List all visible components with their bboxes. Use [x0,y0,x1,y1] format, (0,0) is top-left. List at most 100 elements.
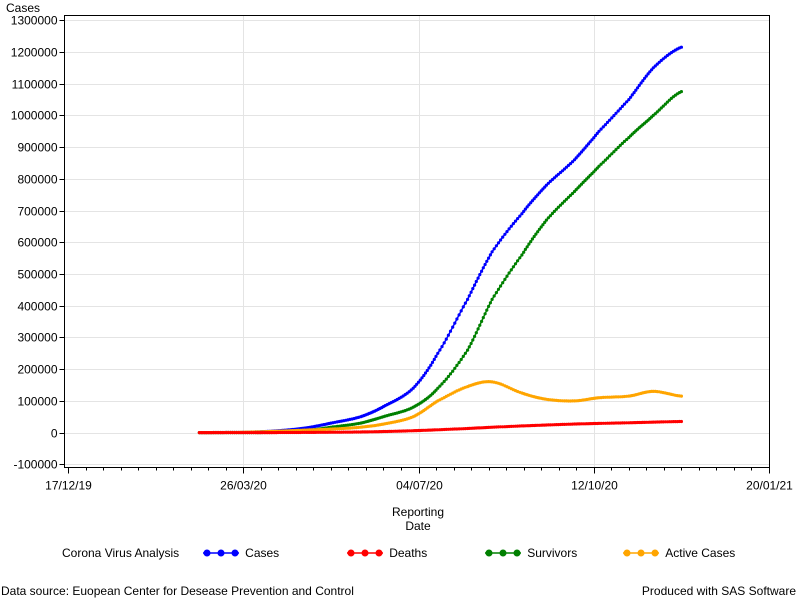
data-point [474,279,478,284]
grid-lines [64,15,770,468]
data-point [568,193,573,197]
data-point [601,125,605,129]
data-point [442,341,446,345]
x-tick-label: 04/07/20 [396,479,443,493]
data-point [603,158,608,162]
data-point [427,366,431,370]
data-point [570,160,575,164]
data-point [492,247,496,251]
data-point [525,245,529,249]
data-point [618,143,622,147]
data-point [509,224,513,228]
data-point [492,294,496,298]
data-point [438,384,442,388]
data-point [478,273,482,277]
data-point [444,337,448,341]
data-point [505,230,509,234]
data-point [558,203,563,207]
data-point [593,133,598,138]
data-point [420,376,424,380]
data-point [590,138,594,142]
y-tick-label: 300000 [17,331,57,345]
data-point [536,230,540,234]
data-point [480,319,484,323]
data-point [418,378,422,382]
data-point [529,240,533,244]
data-point [432,357,436,361]
data-point [603,123,608,127]
data-point [448,372,453,376]
data-point [466,297,470,301]
data-point [481,316,485,320]
data-point [620,104,625,108]
data-point [541,223,545,227]
data-point [485,308,489,312]
data-point [471,338,475,342]
data-point [444,377,448,381]
data-point [632,91,636,95]
data-point [451,369,455,373]
data-point [564,197,569,201]
data-point [622,139,627,143]
data-point [471,287,475,291]
data-point [356,430,361,434]
series-line [199,380,682,434]
y-tick-label: 900000 [17,141,57,155]
data-point [494,244,498,248]
data-point [610,152,614,156]
data-point [453,321,457,325]
data-point [494,291,498,295]
data-point [490,250,494,254]
series-line [199,90,682,434]
data-point [430,360,435,364]
data-point [527,203,531,207]
y-axis-label: Cases [6,1,40,15]
data-point [480,269,484,273]
data-point [423,371,428,375]
data-point [552,209,557,213]
data-point [509,268,513,272]
data-point [546,216,551,220]
data-point [523,207,528,211]
series-survivors [197,90,684,435]
data-point [511,222,515,226]
data-point [629,95,633,99]
data-point [455,363,459,367]
legend-item-survivors: Survivors [485,546,577,560]
legend-item-cases: Cases [203,546,279,560]
data-point [440,345,444,349]
x-tick-label: 20/01/21 [746,479,793,493]
data-point [501,235,505,239]
data-point [226,431,230,435]
data-point [655,110,659,114]
data-point [483,312,487,316]
x-tick-label: 12/10/20 [571,479,618,493]
legend-label-cases: Cases [245,546,280,560]
data-point [467,294,471,298]
data-point [599,127,603,131]
legend-marker-active-cases [623,549,660,557]
data-point [520,212,524,216]
data-point [616,145,620,150]
data-point [511,265,515,269]
data-point [520,253,524,257]
data-point [488,253,492,257]
series-cases [197,45,684,435]
data-point [488,301,492,305]
data-point [459,357,463,362]
data-point [241,431,245,435]
data-point [342,430,346,434]
data-point [636,86,640,90]
x-tick-label: 17/12/19 [45,479,92,493]
data-point [550,211,555,216]
data-point [610,116,614,120]
x-axis-label-line2: Date [405,519,431,533]
data-point [453,366,457,370]
data-point [436,351,440,355]
data-point [548,214,553,218]
data-point [630,93,634,97]
data-point [679,90,684,94]
data-point [643,76,647,80]
data-point [634,88,638,92]
data-point [599,162,603,166]
